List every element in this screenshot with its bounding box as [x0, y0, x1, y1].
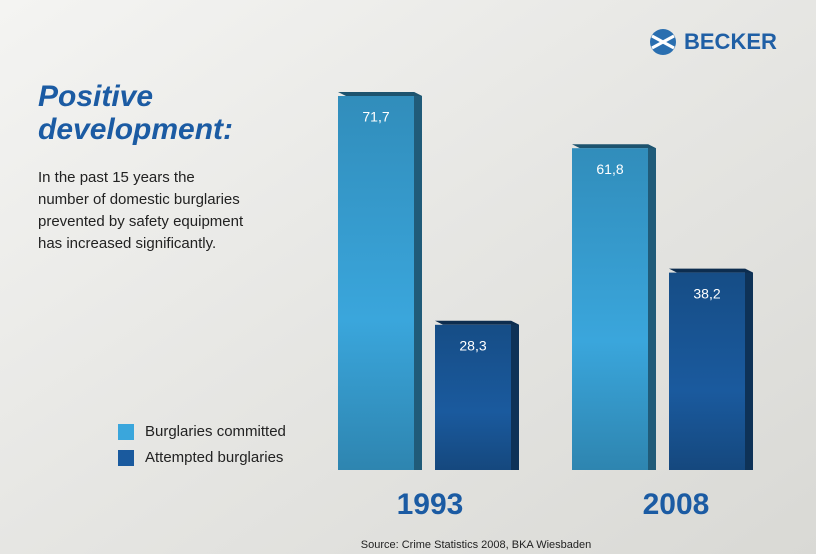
source: Source: Crime Statistics 2008, BKA Wiesb…	[361, 539, 592, 551]
bar-top	[338, 92, 422, 96]
bar	[338, 96, 414, 470]
value-label: 61,8	[596, 161, 623, 177]
bar-side	[414, 92, 422, 470]
bar-top	[572, 144, 656, 148]
description: prevented by safety equipment	[38, 213, 244, 230]
bar	[669, 273, 745, 470]
description: In the past 15 years the	[38, 169, 195, 186]
value-label: 71,7	[362, 109, 389, 125]
legend-swatch	[118, 424, 134, 440]
x-tick-label: 1993	[397, 488, 464, 521]
value-label: 38,2	[693, 285, 720, 301]
legend-label: Attempted burglaries	[145, 449, 283, 466]
headline: development:	[38, 113, 233, 146]
bar-top	[435, 321, 519, 325]
bar-top	[669, 269, 753, 273]
x-tick-label: 2008	[643, 488, 710, 521]
bar-side	[745, 269, 753, 470]
legend-swatch	[118, 450, 134, 466]
bar	[572, 148, 648, 470]
legend-label: Burglaries committed	[145, 423, 286, 440]
value-label: 28,3	[459, 338, 486, 354]
description: has increased significantly.	[38, 235, 216, 252]
bar-side	[511, 321, 519, 470]
description: number of domestic burglaries	[38, 191, 240, 208]
infographic: BECKER Positive development: In the past…	[0, 0, 816, 554]
headline: Positive	[38, 80, 153, 113]
logo-text: BECKER	[684, 29, 777, 54]
bar-side	[648, 144, 656, 470]
logo: BECKER	[650, 29, 777, 55]
